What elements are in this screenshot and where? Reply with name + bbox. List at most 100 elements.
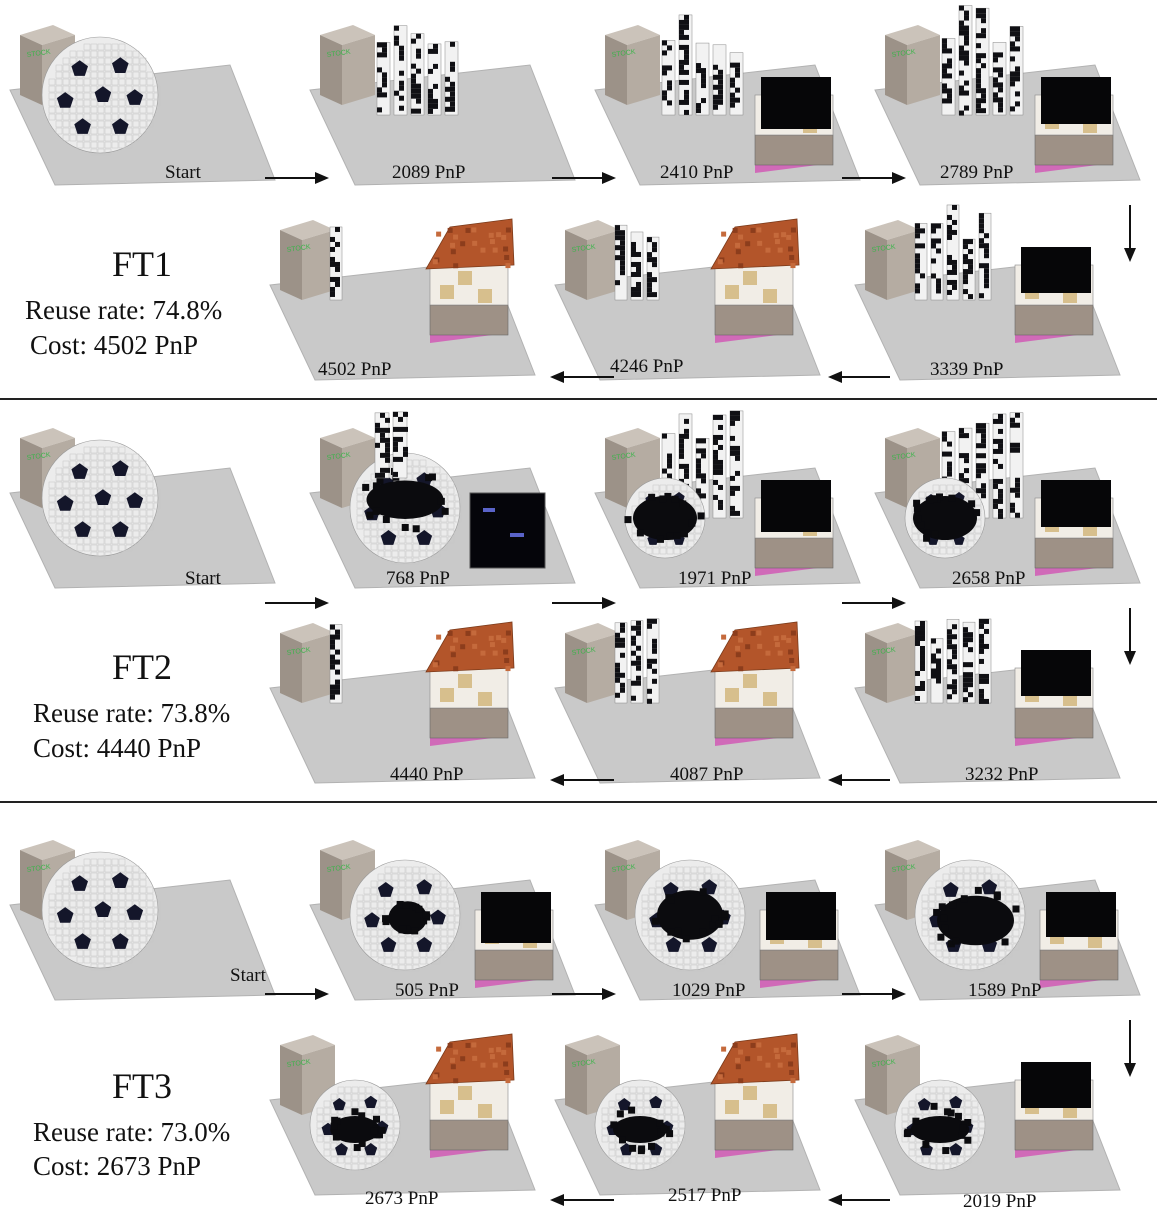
voxel-house-icon	[1034, 480, 1114, 576]
step-cost-label: 1971 PnP	[678, 568, 752, 589]
voxel-pillars-icon	[661, 410, 744, 519]
stock-box-icon: STOCK	[865, 1035, 920, 1115]
scene-panel: STOCK	[305, 820, 576, 1001]
section-divider	[0, 801, 1157, 803]
voxel-house-icon	[1014, 1062, 1094, 1158]
step-cost-label: 2019 PnP	[963, 1191, 1037, 1212]
sequence-title: FT1	[112, 244, 173, 284]
voxel-house-icon	[759, 892, 839, 988]
scene-panel: STOCK	[265, 200, 536, 381]
voxel-soccer-ball-icon	[914, 859, 1027, 972]
arrow-left-icon	[550, 1194, 614, 1206]
scene-panel: STOCK	[550, 200, 821, 381]
stock-label: STOCK	[286, 244, 311, 254]
step-cost-label: 4440 PnP	[390, 764, 464, 785]
arrow-right-icon	[842, 172, 906, 184]
scene-panel: STOCK	[305, 408, 576, 589]
step-cost-label: 2089 PnP	[392, 162, 466, 183]
voxel-soccer-ball-icon	[634, 859, 747, 972]
voxel-house-icon	[710, 218, 800, 343]
step-cost-label: 4502 PnP	[318, 359, 392, 380]
step-cost-label: 505 PnP	[395, 980, 459, 1001]
sequence-title: FT3	[112, 1066, 173, 1106]
stock-label: STOCK	[871, 1059, 896, 1069]
voxel-pillars-icon	[374, 411, 408, 479]
stock-box-icon: STOCK	[280, 220, 335, 300]
arrow-left-icon	[550, 371, 614, 383]
voxel-soccer-ball-icon	[894, 1079, 986, 1171]
scene-panel: STOCK	[870, 820, 1141, 1001]
step-cost-label: 3232 PnP	[965, 764, 1039, 785]
step-cost-label: 1029 PnP	[672, 980, 746, 1001]
voxel-pillars-icon	[614, 224, 660, 301]
step-cost-label: Start	[230, 965, 266, 986]
voxel-house-icon	[425, 1033, 515, 1158]
voxel-pillars-icon	[614, 618, 660, 704]
stock-label: STOCK	[26, 864, 51, 874]
voxel-house-icon	[1014, 247, 1094, 343]
step-cost-label: 4246 PnP	[610, 356, 684, 377]
step-cost-label: 2673 PnP	[365, 1188, 439, 1209]
scene-panel: STOCK	[590, 5, 861, 186]
reuse-rate-label: Reuse rate: 73.8%	[33, 698, 231, 728]
stock-box-icon: STOCK	[605, 25, 660, 105]
sequence-title: FT2	[112, 647, 173, 687]
cost-label: Cost: 2673 PnP	[33, 1151, 202, 1181]
stock-box-icon: STOCK	[865, 220, 920, 300]
stock-label: STOCK	[871, 647, 896, 657]
step-cost-label: Start	[185, 568, 221, 589]
stock-label: STOCK	[326, 49, 351, 59]
stock-label: STOCK	[571, 647, 596, 657]
stock-label: STOCK	[571, 244, 596, 254]
voxel-house-icon	[710, 621, 800, 746]
stock-box-icon: STOCK	[565, 623, 620, 703]
stock-label: STOCK	[611, 864, 636, 874]
voxel-house-icon	[425, 621, 515, 746]
scene-panel: STOCK	[550, 603, 821, 784]
step-cost-label: 2517 PnP	[668, 1185, 742, 1206]
stock-label: STOCK	[611, 452, 636, 462]
section-divider	[0, 398, 1157, 400]
voxel-soccer-ball-icon	[349, 452, 462, 565]
step-cost-label: Start	[165, 162, 201, 183]
arrow-left-icon	[828, 774, 890, 786]
stock-label: STOCK	[326, 864, 351, 874]
stock-label: STOCK	[871, 244, 896, 254]
voxel-soccer-ball-icon	[41, 851, 161, 971]
stock-box-icon: STOCK	[565, 220, 620, 300]
cost-label: Cost: 4502 PnP	[30, 330, 199, 360]
stock-label: STOCK	[26, 452, 51, 462]
step-cost-label: 768 PnP	[386, 568, 450, 589]
voxel-house-icon	[1039, 892, 1119, 988]
stock-box-icon: STOCK	[865, 623, 920, 703]
voxel-soccer-ball-icon	[41, 36, 161, 156]
stock-label: STOCK	[611, 49, 636, 59]
arrow-right-icon	[265, 597, 329, 609]
reuse-rate-label: Reuse rate: 74.8%	[25, 295, 223, 325]
step-cost-label: 1589 PnP	[968, 980, 1042, 1001]
step-cost-label: 2658 PnP	[952, 568, 1026, 589]
arrow-right-icon	[552, 988, 616, 1000]
voxel-soccer-ball-icon	[41, 439, 161, 559]
arrow-right-icon	[842, 988, 906, 1000]
voxel-pillars-icon	[329, 624, 343, 704]
arrow-left-icon	[828, 371, 890, 383]
sequence-ft1: STOCK STOCK STOCK STOCK Start 2089 PnP 2410 Pn…	[0, 0, 1157, 395]
voxel-pillars-icon	[914, 204, 992, 301]
voxel-pillars-icon	[376, 25, 459, 116]
scene-panel: STOCK	[5, 5, 276, 186]
voxel-soccer-ball-icon	[594, 1079, 686, 1171]
arrow-right-icon	[552, 172, 616, 184]
scene-panel: STOCK	[265, 603, 536, 784]
scene-panel: STOCK	[5, 408, 276, 589]
scene-panel: STOCK	[870, 5, 1141, 186]
scene-panel: STOCK	[590, 408, 861, 589]
scene-panel: STOCK	[850, 1015, 1121, 1196]
step-cost-label: 3339 PnP	[930, 359, 1004, 380]
scene-panel: STOCK	[550, 1015, 821, 1196]
voxel-house-icon	[1034, 77, 1114, 173]
scene-panel: STOCK	[305, 5, 576, 186]
stock-box-icon: STOCK	[885, 25, 940, 105]
stock-label: STOCK	[286, 647, 311, 657]
stock-label: STOCK	[891, 864, 916, 874]
